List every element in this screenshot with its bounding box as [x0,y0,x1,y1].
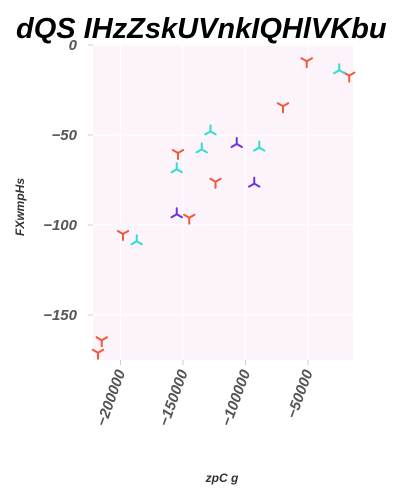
x-tick-labels: −200000 −150000 −100000 −50000 [93,360,317,429]
marker-arm [175,168,183,174]
marker-arm [300,57,308,63]
data-point [248,176,261,188]
chart-title: dQS IHzZskUVnkIQHlVKbu [16,13,387,45]
marker-arm [135,240,143,246]
marker-arm [276,102,284,108]
data-point [116,230,130,241]
data-points [91,57,356,360]
marker-arm [175,213,183,219]
marker-arm [116,230,124,235]
data-point [195,142,208,154]
y-tick-label: −50 [52,127,78,144]
data-point [300,57,313,69]
data-point [171,149,185,160]
y-tick-label: −150 [43,307,77,324]
data-point [209,177,222,189]
plot-background [93,45,353,360]
y-axis-label: FXwmpHs [13,178,27,236]
x-axis-label: zpC g [205,471,239,485]
data-point [230,137,243,148]
data-point [91,348,105,360]
marker-arm [91,348,99,354]
marker-arm [235,143,243,148]
marker-arm [338,69,346,75]
data-point [170,207,183,219]
marker-arm [200,148,208,154]
data-point [204,124,217,136]
x-tick-label: −150000 [156,367,192,429]
data-point [276,102,290,114]
marker-arm [183,213,191,219]
y-tick-label: 0 [69,37,78,54]
grid-lines [93,44,353,360]
marker-arm [171,149,179,154]
data-point [130,234,143,246]
x-tick-label: −50000 [284,367,317,421]
marker-arm [95,336,103,342]
marker-arm [253,182,261,188]
data-point [183,213,196,225]
x-tick-label: −100000 [218,367,254,429]
marker-arm [209,177,217,183]
data-point [170,162,183,174]
y-tick-label: −100 [43,217,77,234]
data-point [333,63,346,75]
marker-arm [258,146,266,152]
data-point [95,336,108,348]
data-point [253,140,266,152]
x-tick-label: −200000 [93,367,129,429]
marker-arm [209,130,217,136]
y-tick-labels: 0 −50 −100 −150 [43,37,93,324]
